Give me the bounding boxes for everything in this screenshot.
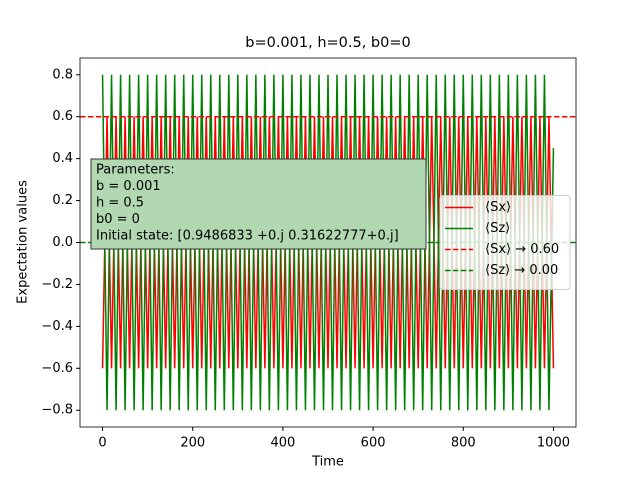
x-tick-label: 400 — [270, 436, 295, 451]
annotation-line: b0 = 0 — [96, 212, 140, 227]
annotation-line: Initial state: [0.9486833 +0.j 0.3162277… — [96, 229, 399, 244]
chart-title: b=0.001, h=0.5, b0=0 — [245, 35, 411, 51]
x-tick-label: 0 — [98, 436, 106, 451]
x-axis-label: Time — [311, 455, 344, 470]
y-tick-label: 0.4 — [52, 151, 73, 166]
legend-box — [439, 195, 571, 290]
legend-label: ⟨Sx⟩ — [485, 200, 511, 215]
x-tick-label: 800 — [451, 436, 476, 451]
y-tick-label: 0.2 — [52, 193, 73, 208]
x-tick-label: 1000 — [537, 436, 570, 451]
legend-label: ⟨Sz⟩ — [485, 221, 510, 236]
y-tick-label: −0.6 — [41, 361, 73, 376]
annotation-box — [90, 158, 427, 250]
y-tick-label: 0.8 — [52, 67, 73, 82]
annotation-line: Parameters: — [96, 163, 175, 178]
legend-label: ⟨Sx⟩ → 0.60 — [485, 242, 559, 257]
y-axis-label: Expectation values — [16, 180, 31, 304]
annotation-line: h = 0.5 — [96, 196, 144, 211]
y-tick-label: −0.4 — [41, 319, 73, 334]
series-line — [101, 74, 555, 411]
y-tick-label: −0.8 — [41, 403, 73, 418]
y-tick-label: 0.6 — [52, 109, 73, 124]
x-tick-label: 600 — [361, 436, 386, 451]
y-tick-label: −0.2 — [41, 277, 73, 292]
x-tick-label: 200 — [180, 436, 205, 451]
axes-frame — [79, 57, 577, 428]
y-tick-label: 0.0 — [52, 235, 73, 250]
annotation-line: b = 0.001 — [96, 179, 161, 194]
legend-label: ⟨Sz⟩ → 0.00 — [485, 263, 558, 278]
